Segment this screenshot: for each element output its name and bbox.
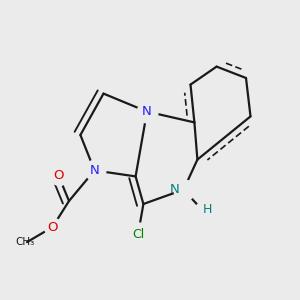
Text: N: N	[142, 105, 152, 118]
Text: H: H	[203, 203, 212, 216]
Text: CH₃: CH₃	[16, 237, 35, 247]
Text: O: O	[53, 169, 64, 182]
Text: N: N	[169, 183, 179, 196]
Text: Cl: Cl	[132, 228, 144, 241]
Text: O: O	[47, 220, 58, 234]
Text: N: N	[90, 164, 99, 177]
